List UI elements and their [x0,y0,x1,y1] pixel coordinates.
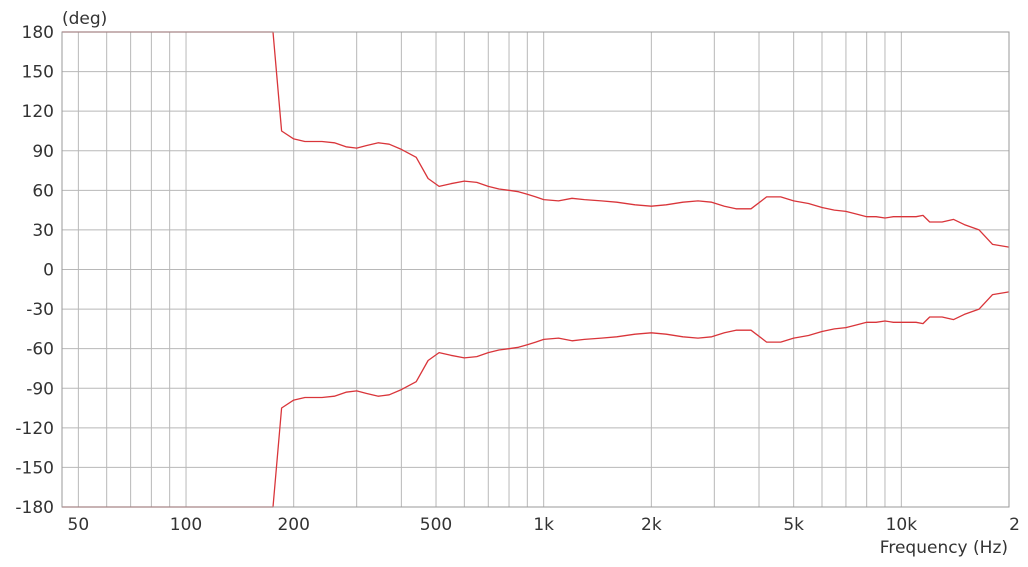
y-tick-labels: 180 150 120 90 60 30 0 -30 -60 -90 -120 -150 -180 [15,23,54,518]
y-tick-label: -90 [26,379,54,399]
y-tick-label: 120 [22,102,54,122]
y-tick-label: -60 [26,340,54,360]
plot-frame [61,31,1010,508]
x-tick-labels: 50 100 200 500 1k 2k 5k 10k 2 [68,515,1020,535]
y-tick-label: -30 [26,300,54,320]
y-tick-label: 90 [32,142,54,162]
y-axis-label: (deg) [62,9,107,29]
y-tick-label: 30 [32,221,54,241]
phase-series-line-2 [62,291,1010,508]
y-tick-label: -120 [15,419,54,439]
x-tick-label: 50 [68,515,90,535]
x-tick-label: 10k [886,515,918,535]
x-tick-label: 2 [1009,515,1020,535]
grid-layer [62,31,1010,508]
x-tick-label: 1k [533,515,554,535]
x-tick-label: 100 [170,515,202,535]
x-tick-label: 5k [783,515,804,535]
y-tick-label: 180 [22,23,54,43]
y-tick-label: 60 [32,181,54,201]
y-tick-label: 0 [43,261,54,281]
y-tick-label: -150 [15,458,54,478]
y-tick-label: -180 [15,498,54,518]
y-tick-label: 150 [22,63,54,83]
x-axis-label: Frequency (Hz) [880,538,1008,558]
x-tick-label: 200 [277,515,309,535]
x-tick-label: 2k [641,515,662,535]
series-layer [62,31,1010,508]
x-tick-label: 500 [420,515,452,535]
phase-series-line-1 [62,31,1010,248]
